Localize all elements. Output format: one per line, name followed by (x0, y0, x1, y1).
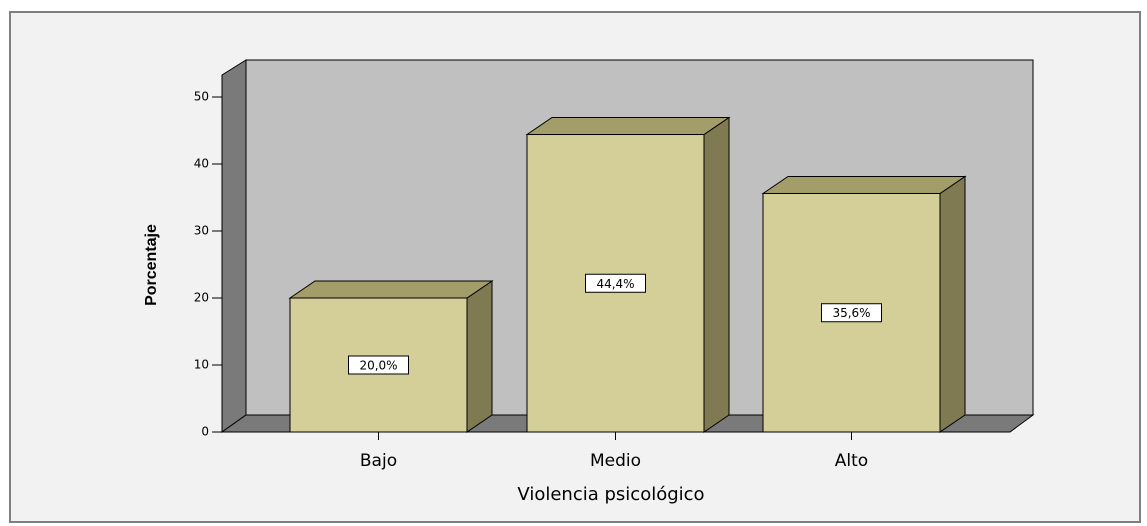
value-label-box (348, 355, 409, 375)
y-tick-label: 20 (194, 291, 209, 305)
bar-side (466, 280, 493, 433)
bar-top (761, 175, 967, 194)
x-tick-label: Bajo (360, 451, 397, 471)
y-tick-label: 30 (194, 224, 209, 238)
y-tick-label: 0 (201, 425, 209, 439)
value-label: 44,4% (596, 277, 634, 291)
x-tick-label: Medio (590, 451, 641, 471)
x-axis-label: Violencia psicológico (517, 484, 704, 505)
x-tick-label: Alto (835, 451, 868, 471)
value-label-box (821, 303, 882, 323)
y-tick-label: 40 (194, 157, 209, 171)
value-label: 35,6% (832, 306, 870, 320)
y-axis-label: Porcentaje (143, 224, 160, 306)
y-tick-label: 10 (194, 358, 209, 372)
side-wall (221, 59, 247, 433)
bar-top (525, 117, 731, 136)
bar-side (703, 116, 730, 433)
value-label-box (585, 273, 646, 293)
bar-side (939, 175, 966, 433)
y-tick-label: 50 (194, 90, 209, 104)
bar-top (288, 280, 494, 299)
value-label: 20,0% (359, 359, 397, 373)
bar (761, 175, 967, 433)
